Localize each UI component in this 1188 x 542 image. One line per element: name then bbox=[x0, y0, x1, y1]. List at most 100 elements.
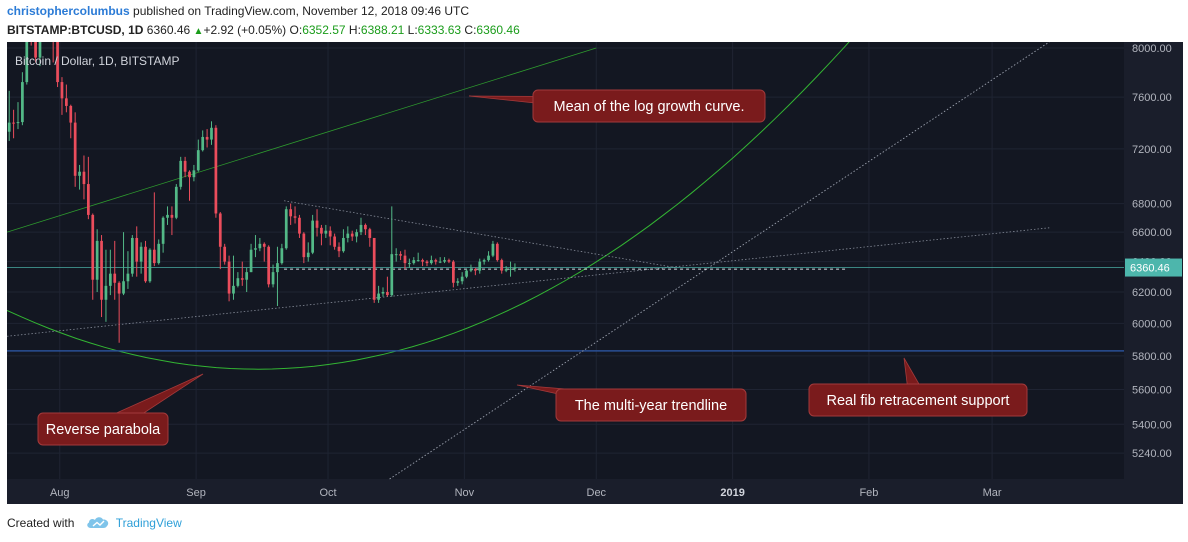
publish-header: christophercolumbus published on Trading… bbox=[0, 0, 1188, 42]
candle bbox=[451, 260, 455, 288]
candle-body bbox=[311, 220, 314, 253]
close-label: C: bbox=[464, 23, 477, 37]
candle-body bbox=[258, 243, 262, 249]
candle bbox=[350, 230, 354, 241]
callout-fib-support: Real fib retracement support bbox=[808, 357, 1028, 417]
publish-info: christophercolumbus published on Trading… bbox=[7, 4, 469, 18]
candle-body bbox=[240, 278, 244, 280]
candle-body bbox=[227, 261, 231, 294]
candle-body bbox=[183, 160, 187, 172]
candle-body bbox=[284, 209, 288, 249]
candle bbox=[174, 184, 178, 220]
candle-body bbox=[289, 209, 293, 217]
callout-text: Reverse parabola bbox=[46, 422, 161, 438]
ohlc-info: BITSTAMP:BTCUSD, 1D 6360.46 ▲+2.92 (+0.0… bbox=[7, 23, 520, 37]
candle-body bbox=[95, 240, 99, 280]
candle-body bbox=[56, 42, 59, 83]
candle-body bbox=[460, 276, 464, 282]
candle bbox=[126, 251, 130, 289]
candle bbox=[38, 42, 42, 67]
candle bbox=[478, 258, 482, 274]
candle-body bbox=[333, 236, 336, 247]
candle-body bbox=[135, 237, 139, 262]
tradingview-brand[interactable]: TradingView bbox=[115, 516, 182, 531]
chart-title: Bitcoin / Dollar, 1D, BITSTAMP bbox=[15, 54, 180, 68]
candle-body bbox=[482, 260, 486, 262]
candle bbox=[148, 248, 152, 283]
candle-body bbox=[390, 254, 394, 296]
candle-body bbox=[473, 269, 477, 271]
candle bbox=[394, 248, 398, 262]
candle bbox=[56, 42, 59, 88]
candle bbox=[95, 229, 99, 293]
candle-body bbox=[267, 246, 271, 285]
candle-body bbox=[16, 122, 20, 124]
candle-body bbox=[412, 260, 416, 264]
candle-body bbox=[491, 243, 495, 256]
candle-body bbox=[117, 282, 121, 294]
candle bbox=[284, 206, 288, 250]
candle-body bbox=[21, 82, 24, 123]
open-label: O: bbox=[289, 23, 303, 37]
candle bbox=[324, 224, 328, 238]
candle bbox=[227, 255, 231, 302]
candle bbox=[236, 272, 240, 288]
up-triangle-icon: ▲ bbox=[193, 26, 204, 37]
callout-box bbox=[555, 388, 747, 422]
candle bbox=[425, 260, 429, 267]
candle-body bbox=[38, 42, 42, 58]
candle bbox=[302, 232, 306, 264]
candle-body bbox=[403, 255, 407, 264]
chart-svg[interactable]: Mean of the log growth curve. The multi-y… bbox=[7, 42, 1183, 504]
candle bbox=[465, 269, 468, 279]
tradingview-cloud-icon[interactable] bbox=[86, 516, 110, 532]
candle-body bbox=[245, 272, 249, 280]
callout-box bbox=[808, 383, 1028, 417]
candle bbox=[122, 232, 125, 296]
candle bbox=[135, 226, 139, 277]
candle bbox=[183, 156, 187, 178]
candle-body bbox=[148, 249, 152, 282]
candle-body bbox=[416, 260, 420, 262]
candle-body bbox=[320, 227, 323, 234]
last-price: 6360.46 bbox=[146, 23, 191, 37]
candle bbox=[293, 206, 297, 224]
candle bbox=[333, 233, 336, 250]
candle-body bbox=[130, 237, 134, 274]
price-axis-label: 6800.00 bbox=[1132, 199, 1172, 211]
price-axis-label: 6000.00 bbox=[1132, 318, 1172, 330]
candle bbox=[130, 235, 134, 277]
candle-body bbox=[364, 224, 367, 230]
candle-body bbox=[254, 248, 257, 250]
chart-area[interactable]: Mean of the log growth curve. The multi-y… bbox=[7, 42, 1183, 504]
candle bbox=[201, 130, 205, 152]
candle bbox=[262, 242, 266, 262]
candle bbox=[52, 42, 54, 63]
candle-body bbox=[421, 260, 424, 262]
time-axis-background bbox=[7, 479, 1124, 504]
time-axis: Aug Sep Oct Nov Dec 2019 Feb Mar bbox=[50, 487, 1002, 499]
author-link[interactable]: christophercolumbus bbox=[7, 4, 130, 18]
candle bbox=[482, 258, 486, 265]
candle bbox=[188, 170, 191, 201]
candle-body bbox=[236, 278, 240, 286]
price-axis-label: 6600.00 bbox=[1132, 227, 1172, 239]
candle-body bbox=[381, 292, 385, 294]
candle-body bbox=[513, 267, 517, 269]
candle-body bbox=[100, 240, 103, 300]
candle bbox=[179, 156, 183, 190]
candle bbox=[328, 226, 332, 246]
candle-body bbox=[170, 214, 174, 218]
candle-body bbox=[60, 82, 64, 99]
candle-body bbox=[495, 243, 499, 261]
candle bbox=[254, 235, 257, 258]
callout-text: Mean of the log growth curve. bbox=[553, 99, 744, 115]
multi-year-trendline bbox=[389, 42, 1050, 480]
price-axis-label: 6200.00 bbox=[1132, 287, 1172, 299]
candle bbox=[315, 209, 319, 237]
candle-body bbox=[443, 260, 446, 262]
candle-body bbox=[232, 285, 235, 294]
candle-body bbox=[372, 237, 376, 300]
candle-body bbox=[386, 292, 389, 296]
callout-box bbox=[532, 89, 766, 123]
